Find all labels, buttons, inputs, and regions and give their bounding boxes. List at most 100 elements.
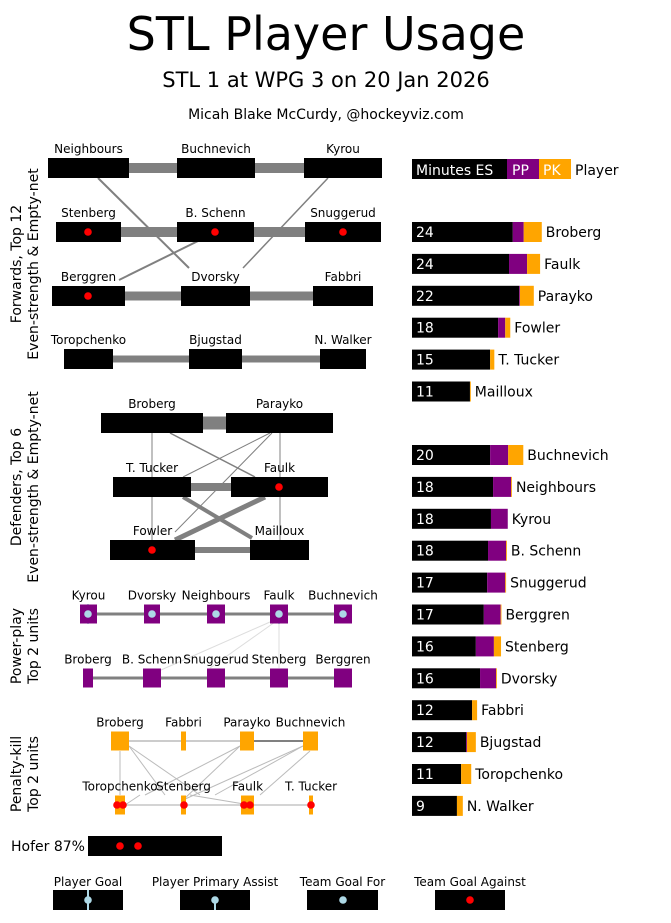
bar-es-Broberg xyxy=(412,222,513,242)
player-label: Buchnevich xyxy=(181,142,251,156)
bar-pp-Fowler xyxy=(498,317,506,338)
header-player-label: Player xyxy=(575,163,619,179)
bar-pp-Dvorsky xyxy=(480,668,496,689)
legend-label-primary-assist: Player Primary Assist xyxy=(152,875,279,889)
bar-player-label: Stenberg xyxy=(505,639,569,655)
player-label: Fabbri xyxy=(325,270,362,284)
bar-pp-Buchnevich xyxy=(490,445,509,465)
bar-value-label: 18 xyxy=(416,544,434,560)
bar-es-Parayko xyxy=(412,285,520,306)
player-label: Dvorsky xyxy=(191,270,240,284)
goal-against-dot xyxy=(134,842,142,850)
cross-line xyxy=(174,432,273,533)
player-label: Neighbours xyxy=(182,589,251,603)
cross-line xyxy=(128,745,166,796)
player-label: Toropchenko xyxy=(81,780,157,794)
bar-es-T. Tucker xyxy=(412,349,491,370)
bar-player-label: Dvorsky xyxy=(501,671,558,687)
legend-dot xyxy=(211,896,219,904)
player-label: Fowler xyxy=(133,524,172,538)
forward-node xyxy=(304,158,382,178)
player-label: Snuggerud xyxy=(183,653,249,667)
bar-pp-Kyrou xyxy=(490,508,508,529)
bar-es-Toropchenko xyxy=(412,764,462,784)
cross-line xyxy=(214,745,304,796)
cross-line xyxy=(128,745,201,796)
defender-node xyxy=(250,540,309,560)
bar-value-label: 11 xyxy=(416,767,434,783)
forward-node xyxy=(177,158,255,178)
forward-node xyxy=(181,286,250,306)
bar-pp-Berggren xyxy=(483,604,501,625)
bar-es-Fabbri xyxy=(412,700,473,721)
bar-pk-Berggren xyxy=(500,604,502,625)
bar-pp-Snuggerud xyxy=(487,572,506,593)
header-pk-box xyxy=(539,159,571,179)
player-label: Kyrou xyxy=(72,589,106,603)
player-label: Neighbours xyxy=(54,142,123,156)
bar-value-label: 12 xyxy=(416,703,434,719)
player-label: T. Tucker xyxy=(125,461,178,475)
goal-against-dot xyxy=(180,801,188,809)
player-label: Stenberg xyxy=(61,206,116,220)
penaltykill-node xyxy=(303,731,318,751)
bar-pk-Mailloux xyxy=(469,381,471,402)
goal-against-dot xyxy=(148,546,156,554)
player-label: Bjugstad xyxy=(189,333,242,347)
bar-value-label: 17 xyxy=(416,576,434,592)
bar-player-label: Fabbri xyxy=(481,703,524,719)
bar-pk-Dvorsky xyxy=(496,668,497,689)
defender-node xyxy=(226,413,333,433)
powerplay-node xyxy=(83,668,93,688)
bar-es-Mailloux xyxy=(412,381,470,402)
section-label-penaltykill: Penalty-killTop 2 units xyxy=(9,736,42,813)
team-goal-for-dot xyxy=(339,610,347,618)
legend-dot xyxy=(466,896,474,904)
bar-pp-Parayko xyxy=(519,285,520,306)
cross-line xyxy=(182,745,241,801)
goalie-label: Hofer 87% xyxy=(11,839,85,855)
bar-pk-Stenberg xyxy=(493,636,502,657)
goal-against-dot xyxy=(275,483,283,491)
bar-pk-Snuggerud xyxy=(505,572,507,593)
penaltykill-node xyxy=(240,731,254,751)
player-label: Dvorsky xyxy=(128,589,177,603)
cross-line xyxy=(160,621,271,671)
bar-player-label: Berggren xyxy=(505,608,569,624)
player-label: Fabbri xyxy=(165,716,202,730)
goal-against-dot xyxy=(307,801,315,809)
bar-pp-Faulk xyxy=(509,253,528,274)
legend-dot xyxy=(84,896,92,904)
player-label: Parayko xyxy=(223,716,270,730)
bar-value-label: 12 xyxy=(416,735,434,751)
bar-pp-Neighbours xyxy=(493,476,512,497)
team-goal-for-dot xyxy=(212,610,220,618)
legend-label-team-goal-against: Team Goal Against xyxy=(413,875,526,889)
bar-player-label: Neighbours xyxy=(516,480,596,496)
bar-pk-Bjugstad xyxy=(467,732,476,753)
team-goal-for-dot xyxy=(148,610,156,618)
goal-against-dot xyxy=(240,801,248,809)
bar-value-label: 20 xyxy=(416,448,434,464)
powerplay-node xyxy=(270,668,288,688)
team-goal-for-dot xyxy=(275,610,283,618)
penaltykill-node xyxy=(181,731,186,751)
bar-es-Neighbours xyxy=(412,476,494,497)
bar-es-Bjugstad xyxy=(412,732,467,753)
bar-pk-Fowler xyxy=(505,317,511,338)
bar-value-label: 18 xyxy=(416,512,434,528)
cross-line xyxy=(209,621,276,669)
cross-line xyxy=(242,177,329,269)
credit: Micah Blake McCurdy, @hockeyviz.com xyxy=(188,107,464,123)
forward-node xyxy=(48,158,129,178)
bar-value-label: 18 xyxy=(416,480,434,496)
player-label: Toropchenko xyxy=(50,333,126,347)
player-label: Stenberg xyxy=(156,780,211,794)
forward-node xyxy=(313,286,373,306)
bar-pp-Broberg xyxy=(512,222,524,242)
bar-es-Buchnevich xyxy=(412,445,491,465)
player-label: Faulk xyxy=(263,589,294,603)
bar-es-Berggren xyxy=(412,604,484,625)
header-es-box xyxy=(412,159,507,179)
